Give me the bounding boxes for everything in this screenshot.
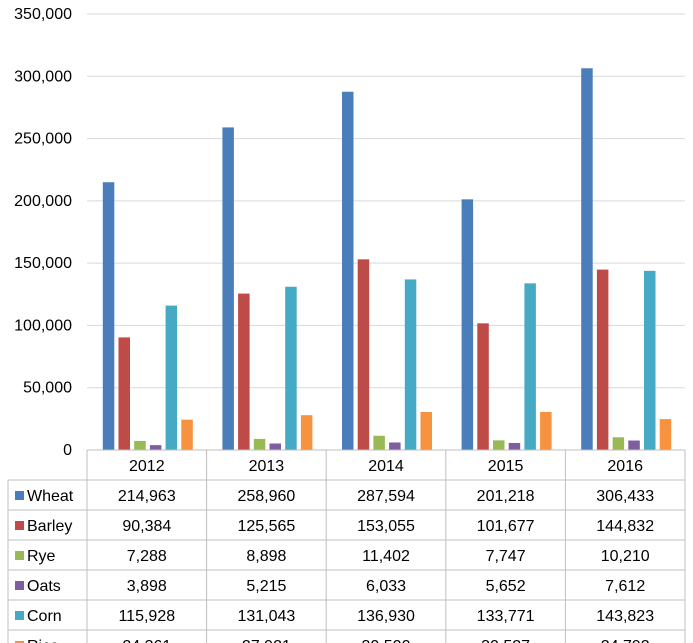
bar-barley-2014: [357, 259, 370, 450]
table-cell: 30,527: [481, 638, 530, 643]
bar-rice-2012: [181, 419, 193, 450]
bar-rice-2014: [420, 412, 432, 450]
table-cell: 136,930: [357, 608, 415, 625]
table-cell: 125,565: [237, 518, 295, 535]
table-cell: 90,384: [122, 518, 171, 535]
series-label: Wheat: [27, 488, 74, 505]
bar-barley-2013: [238, 293, 250, 450]
legend-swatch-rice: [15, 641, 24, 643]
series-label: Oats: [27, 578, 61, 595]
table-cell: 115,928: [118, 608, 175, 625]
y-tick-label: 350,000: [14, 6, 72, 23]
legend-swatch-barley: [15, 521, 24, 530]
category-label: 2015: [488, 458, 524, 475]
legend-swatch-rye: [15, 551, 24, 560]
table-cell: 7,747: [486, 548, 526, 565]
bar-oats-2012: [149, 445, 162, 450]
series-label: Rice: [27, 638, 59, 643]
table-cell: 153,055: [357, 518, 415, 535]
bar-rye-2014: [373, 435, 385, 450]
table-cell: 7,612: [605, 578, 645, 595]
bar-rice-2015: [540, 411, 552, 450]
bar-oats-2016: [628, 440, 640, 450]
table-cell: 8,898: [246, 548, 286, 565]
bar-corn-2016: [644, 270, 656, 450]
table-cell: 101,677: [477, 518, 535, 535]
table-cell: 287,594: [357, 488, 415, 505]
table-cell: 7,288: [127, 548, 167, 565]
bar-barley-2012: [118, 337, 130, 450]
bar-wheat-2012: [102, 182, 115, 450]
gridlines: [87, 13, 685, 389]
table-cell: 24,792: [601, 638, 650, 643]
category-label: 2013: [249, 458, 285, 475]
table-cell: 10,210: [601, 548, 650, 565]
bar-rice-2016: [659, 419, 672, 450]
y-tick-label: 50,000: [23, 380, 72, 397]
table-cell: 306,433: [596, 488, 654, 505]
table-cell: 6,033: [366, 578, 406, 595]
table-cell: 144,832: [596, 518, 654, 535]
y-tick-label: 100,000: [14, 317, 72, 334]
bar-barley-2015: [477, 323, 489, 450]
table-cell: 143,823: [596, 608, 654, 625]
bar-wheat-2013: [222, 127, 234, 451]
bar-wheat-2015: [461, 199, 474, 450]
legend-swatch-oats: [15, 581, 24, 590]
category-label: 2014: [368, 458, 404, 475]
bar-rye-2013: [253, 438, 266, 450]
data-table: 2012 2013 2014 2015 2016 Wheat 214,963 258,960 2…: [7, 449, 686, 643]
bar-oats-2014: [389, 442, 401, 450]
series-label: Corn: [27, 608, 62, 625]
bar-corn-2015: [524, 283, 536, 450]
y-tick-label: 150,000: [14, 255, 72, 272]
bar-oats-2013: [269, 443, 281, 450]
table-cell: 258,960: [237, 488, 295, 505]
series-label: Barley: [27, 518, 72, 535]
category-label: 2012: [129, 458, 165, 475]
y-tick-label: 0: [63, 442, 72, 459]
bar-corn-2013: [285, 286, 297, 450]
table-cell: 3,898: [127, 578, 167, 595]
legend-swatch-corn: [15, 611, 24, 620]
bar-rye-2015: [493, 440, 505, 450]
table-cell: 24,361: [122, 638, 171, 643]
table-cell: 214,963: [118, 488, 176, 505]
category-label: 2016: [607, 458, 643, 475]
table-cell: 131,043: [237, 608, 295, 625]
y-axis-tick-labels: 0 50,000 100,000 150,000 200,000 250,000 300,0…: [14, 6, 72, 459]
table-cell: 27,921: [242, 638, 291, 643]
table-cell: 11,402: [362, 548, 410, 565]
bars: [102, 68, 672, 451]
bar-rye-2012: [134, 440, 146, 450]
table-cell: 5,652: [486, 578, 526, 595]
table-cell: 201,218: [477, 488, 535, 505]
y-tick-label: 300,000: [14, 68, 72, 85]
y-tick-label: 250,000: [14, 131, 72, 148]
y-tick-label: 200,000: [14, 193, 72, 210]
bar-rice-2013: [300, 415, 313, 450]
bar-rye-2016: [612, 437, 625, 450]
bar-oats-2015: [508, 442, 521, 450]
table-cell: 30,500: [362, 638, 411, 643]
table-cell: 5,215: [246, 578, 286, 595]
bar-barley-2016: [596, 269, 609, 450]
table-cell: 133,771: [477, 608, 535, 625]
bar-corn-2014: [404, 279, 417, 450]
bar-wheat-2014: [342, 91, 354, 450]
bar-wheat-2016: [581, 68, 593, 450]
bar-corn-2012: [165, 305, 178, 450]
legend-swatch-wheat: [15, 491, 24, 500]
series-label: Rye: [27, 548, 56, 565]
